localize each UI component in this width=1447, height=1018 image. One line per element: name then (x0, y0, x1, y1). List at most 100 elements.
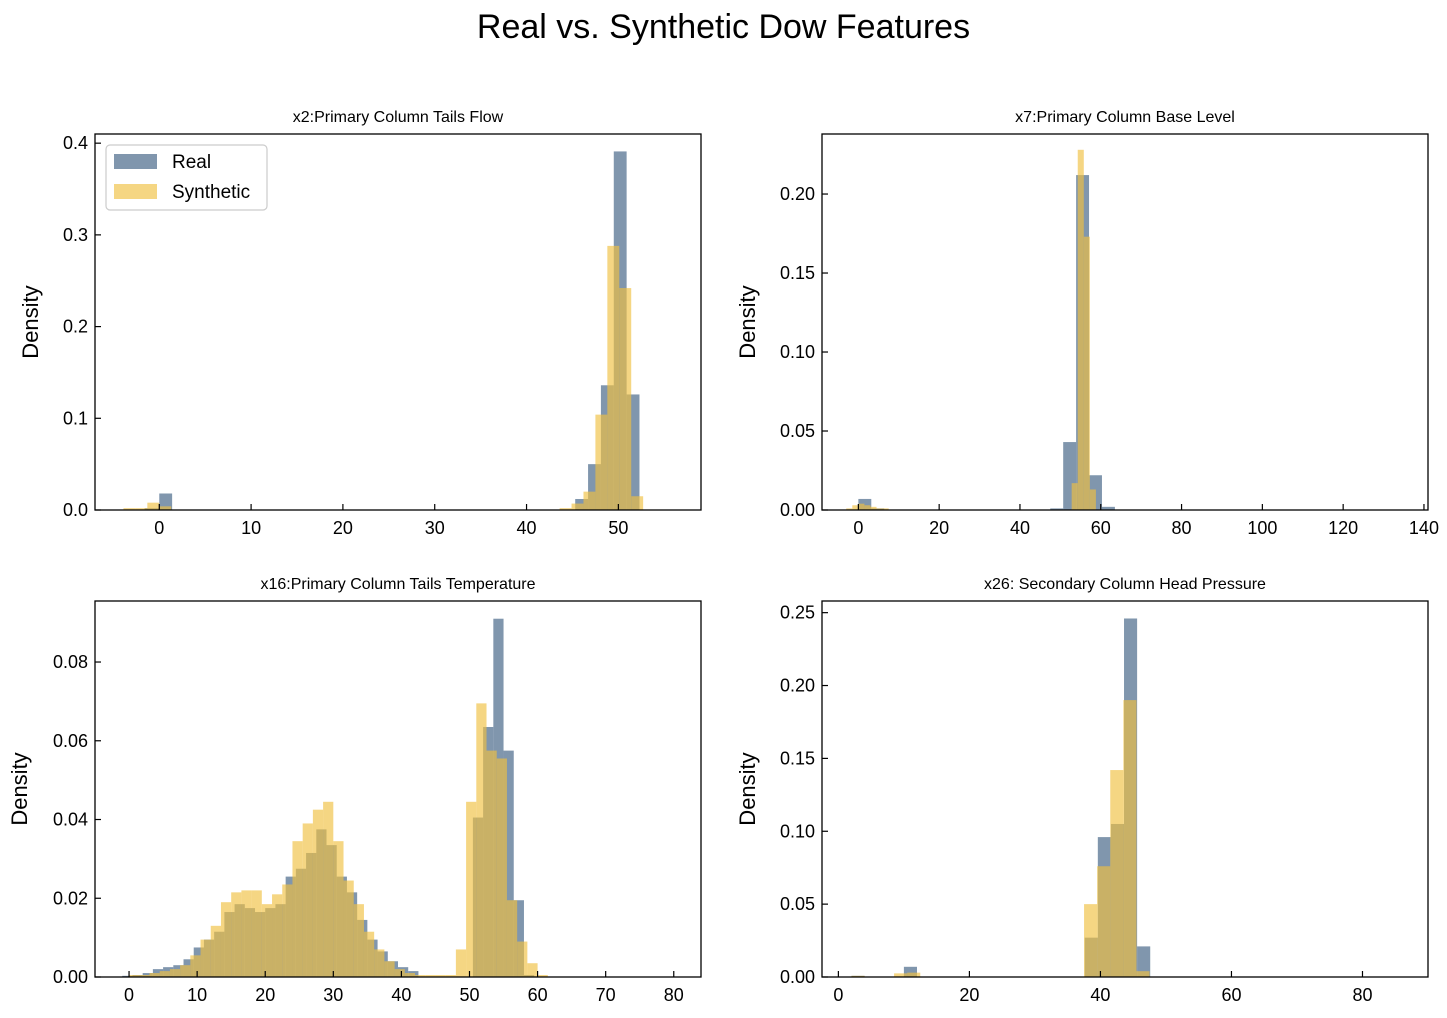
histogram-bar (129, 975, 140, 977)
x-tick-label: 10 (187, 985, 207, 1005)
histogram-bar (169, 969, 181, 977)
y-tick-label: 0.10 (780, 821, 815, 841)
subplot-title: x7:Primary Column Base Level (1015, 109, 1235, 126)
histogram-bar (394, 969, 405, 977)
y-tick-label: 0.10 (780, 342, 815, 362)
y-axis-label: Density (735, 285, 760, 358)
legend: Real Synthetic (105, 144, 268, 211)
x-tick-label: 20 (929, 518, 949, 538)
histogram-bar (466, 801, 477, 977)
y-axis-label: Density (7, 752, 32, 825)
histogram-bar (876, 508, 883, 510)
legend-label-real: Real (172, 152, 211, 173)
y-tick-label: 0.04 (53, 810, 88, 830)
series-synthetic (851, 700, 1150, 977)
y-tick-label: 0.00 (780, 500, 815, 520)
histogram-bar (251, 890, 262, 977)
y-tick-label: 0.25 (780, 603, 815, 623)
histogram-bar (527, 963, 538, 977)
x-tick-label: 80 (1172, 518, 1192, 538)
x-tick-label: 40 (391, 985, 411, 1005)
histogram-bar (882, 508, 889, 510)
subplot-x16-tails-temperature: 0 10 20 30 40 50 60 70 80 0.00 0.02 0.04 0.06 0.08 x16… (7, 576, 702, 1005)
x-tick-label: 100 (1247, 518, 1277, 538)
subplot-x2-tails-flow: 0 10 20 30 40 50 0.0 0.1 0.2 0.3 0.4 x2:Primary Col… (18, 109, 702, 538)
y-tick-label: 0.4 (63, 133, 88, 153)
figure-title: Real vs. Synthetic Dow Features (476, 8, 971, 46)
histogram-bar (302, 823, 313, 977)
histogram-bar (1084, 904, 1098, 977)
histogram-bar (571, 503, 584, 510)
histogram-bar (200, 939, 211, 977)
histogram-bar (149, 973, 160, 977)
histogram-bar (292, 841, 303, 977)
subplot-x26-head-pressure: 0 20 40 60 80 0.00 0.05 0.10 0.15 0.20 0.25 x26: Se… (735, 576, 1429, 1005)
x-tick-label: 20 (959, 985, 979, 1005)
y-tick-label: 0.2 (63, 317, 88, 337)
axes-frame (821, 600, 1429, 978)
histogram-bar (619, 288, 632, 510)
histogram-bar (282, 884, 293, 977)
histogram-bar (1097, 866, 1111, 977)
subplot-title: x26: Secondary Column Head Pressure (984, 576, 1266, 593)
x-tick-label: 80 (1352, 985, 1372, 1005)
series-synthetic (129, 703, 548, 977)
y-tick-label: 0.05 (780, 421, 815, 441)
y-tick-label: 0.00 (780, 967, 815, 987)
histogram-bar (559, 508, 572, 510)
histogram-bar (907, 972, 921, 977)
x-tick-label: 140 (1409, 518, 1439, 538)
histogram-bar (312, 809, 324, 977)
x-tick-label: 40 (517, 518, 537, 538)
histogram-bar (425, 975, 436, 977)
y-tick-label: 0.00 (53, 967, 88, 987)
histogram-bar (343, 880, 354, 977)
subplot-title: x2:Primary Column Tails Flow (293, 109, 504, 126)
subplot-title: x16:Primary Column Tails Temperature (260, 576, 535, 593)
histogram-bar (846, 508, 853, 510)
y-tick-label: 0.15 (780, 263, 815, 283)
y-tick-label: 0.3 (63, 225, 88, 245)
histogram-bar (1077, 149, 1084, 510)
y-axis-label: Density (18, 285, 43, 358)
histogram-bar (870, 506, 877, 510)
x-tick-label: 60 (1091, 518, 1111, 538)
histogram-bar (210, 925, 221, 977)
y-tick-label: 0.08 (53, 652, 88, 672)
x-tick-label: 20 (333, 518, 353, 538)
histogram-bar (1050, 508, 1064, 510)
histogram-bar (135, 508, 148, 510)
histogram-bar (241, 890, 252, 977)
histogram-bar (1083, 236, 1090, 510)
legend-swatch-synthetic (114, 184, 157, 199)
y-tick-label: 0.02 (53, 888, 88, 908)
histogram-bar (435, 975, 446, 977)
legend-label-synthetic: Synthetic (172, 182, 250, 203)
histogram-bar (1137, 946, 1151, 977)
x-tick-label: 120 (1328, 518, 1358, 538)
series-real (858, 175, 1115, 511)
subplot-x7-base-level: 0 20 40 60 80 100 120 140 0.00 0.05 0.10 0.15 0.20 x7… (735, 109, 1439, 538)
histogram-bar (374, 949, 385, 977)
histogram-bar (159, 493, 173, 510)
axes-frame (94, 600, 702, 978)
histogram-bar (583, 491, 596, 510)
x-tick-label: 0 (853, 518, 863, 538)
histogram-bar (894, 973, 908, 977)
histogram-bar (631, 496, 644, 510)
x-tick-label: 40 (1090, 985, 1110, 1005)
histogram-bar (496, 758, 507, 977)
x-tick-label: 80 (664, 985, 684, 1005)
histogram-bar (323, 801, 334, 977)
histogram-bar (852, 505, 859, 510)
histogram-bar (147, 502, 160, 510)
histogram-bar (363, 931, 375, 977)
histogram-bar (607, 245, 620, 510)
histogram-bar (1123, 700, 1137, 977)
histogram-bar (1110, 770, 1124, 977)
histogram-bar (595, 414, 608, 510)
x-tick-label: 10 (241, 518, 261, 538)
x-tick-label: 50 (608, 518, 628, 538)
histogram-bar (506, 900, 518, 977)
